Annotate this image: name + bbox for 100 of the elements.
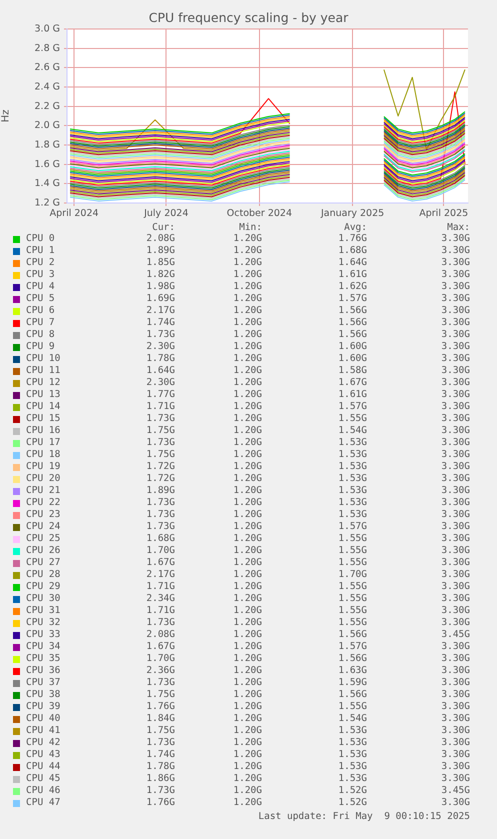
legend-label: CPU 11 [26,365,60,377]
text: 3.30G [440,365,470,377]
legend-label: CPU 41 [26,725,60,737]
text: 1.56G [337,305,367,317]
text: 3.30G [440,317,470,329]
y-tick-label: 1.4 G [34,178,60,190]
text: 1.53G [337,497,367,509]
text: 1.67G [337,377,367,389]
text: 1.55G [337,617,367,629]
text: 1.20G [233,605,262,616]
text: 2.36G [145,665,175,677]
legend-label: CPU 10 [26,353,60,365]
y-tick-label: 2.0 G [34,120,60,132]
text: 1.20G [233,377,262,388]
text: 1.20G [233,329,262,340]
text: 3.30G [440,569,470,581]
text: 1.73G [145,413,175,425]
text: 1.68G [337,245,367,257]
legend-label: CPU 38 [26,689,60,701]
text: 1.53G [337,773,367,785]
text: 3.30G [440,425,470,437]
text: 1.57G [337,521,367,533]
y-tick-label: 1.2 G [34,197,60,208]
text: 1.76G [145,797,175,809]
legend-label: CPU 2 [26,257,55,269]
text: 3.30G [440,797,470,809]
text: 1.20G [233,305,262,316]
legend-label: CPU 1 [26,245,55,257]
legend-label: CPU 28 [26,569,60,581]
text: 1.56G [337,653,367,665]
text: 1.20G [233,521,262,532]
text: 1.55G [337,545,367,557]
text: 1.53G [337,737,367,749]
text: 3.30G [440,701,470,713]
text: 1.72G [145,473,175,485]
legend-label: CPU 6 [26,305,55,317]
text: 3.30G [440,521,470,533]
text: 1.20G [233,485,262,496]
text: 2.17G [145,569,175,581]
text: 1.55G [337,557,367,569]
text: 1.73G [145,617,175,629]
text: 1.62G [337,281,367,293]
text: 1.64G [145,365,175,377]
legend-label: CPU 43 [26,749,60,761]
text: 1.98G [145,281,175,293]
text: 1.20G [233,677,262,688]
text: 1.20G [233,341,262,352]
legend-label: CPU 13 [26,389,60,401]
x-tick-label: October 2024 [226,208,292,220]
legend-label: CPU 8 [26,329,55,341]
text: 3.30G [440,689,470,701]
text: 1.20G [233,701,262,712]
text: 1.20G [233,281,262,292]
text: 1.20G [233,785,262,796]
x-tick-label: April 2024 [50,208,99,220]
text: 1.20G [233,653,262,664]
legend-label: CPU 31 [26,605,60,617]
text: 3.30G [440,449,470,461]
legend-label: CPU 26 [26,545,60,557]
y-tick-label: 1.6 G [34,158,60,170]
text: 3.30G [440,533,470,545]
text: 3.30G [440,749,470,761]
text: 3.30G [440,641,470,653]
text: 1.53G [337,749,367,761]
text: 1.52G [337,785,367,797]
text: 3.30G [440,353,470,365]
text: 1.82G [145,269,175,281]
text: 3.30G [440,305,470,317]
text: 1.73G [145,497,175,509]
legend-label: CPU 3 [26,269,55,281]
text: 1.56G [337,317,367,329]
text: 1.78G [145,353,175,365]
text: 3.45G [440,785,470,797]
text: 1.60G [337,341,367,353]
text: 3.30G [440,269,470,281]
text: 3.30G [440,713,470,725]
text: 1.20G [233,245,262,256]
text: 1.70G [145,653,175,665]
text: 1.20G [233,461,262,472]
text: 1.20G [233,749,262,760]
legend-label: CPU 5 [26,293,55,305]
text: 3.30G [440,329,470,341]
text: 1.57G [337,401,367,413]
text: 1.55G [337,701,367,713]
text: 1.73G [145,329,175,341]
text: 1.73G [145,737,175,749]
text: 1.71G [145,581,175,593]
y-tick-label: 2.8 G [34,42,60,54]
text: 1.53G [337,509,367,521]
text: 3.30G [440,461,470,473]
text: 1.69G [145,293,175,305]
legend-label: CPU 23 [26,509,60,521]
text: 1.57G [337,641,367,653]
legend-label: CPU 40 [26,713,60,725]
text: 1.55G [337,605,367,617]
y-tick-label: 2.4 G [34,81,60,92]
text: 1.20G [233,581,262,592]
text: 1.53G [337,485,367,497]
text: 3.30G [440,341,470,353]
legend-label: CPU 47 [26,797,60,809]
